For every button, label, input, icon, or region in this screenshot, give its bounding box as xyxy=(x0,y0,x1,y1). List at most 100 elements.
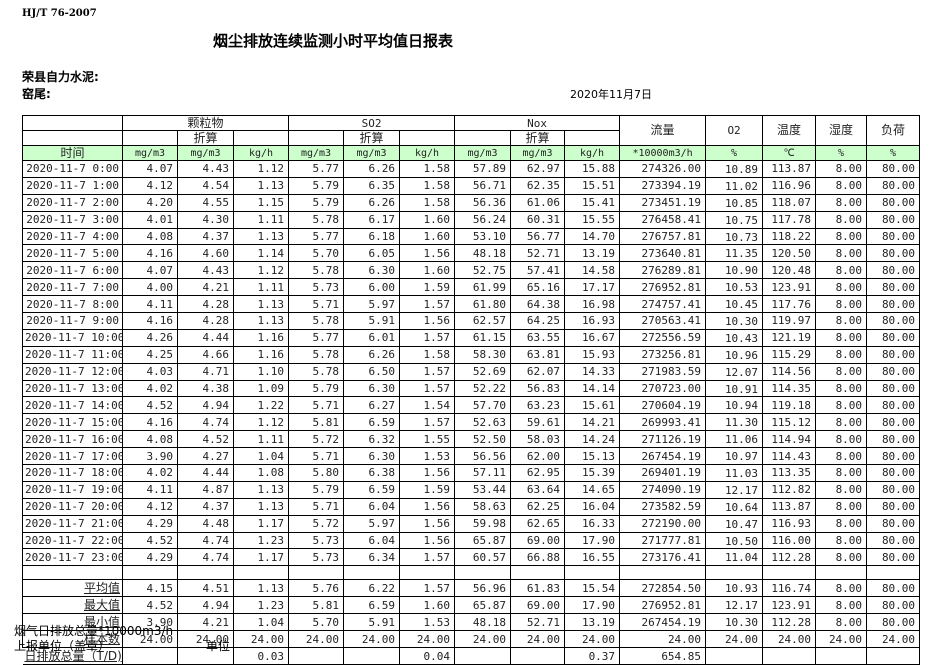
value-cell: 1.04 xyxy=(233,613,289,632)
value-cell: 11.35 xyxy=(705,244,764,263)
value-cell: 5.73 xyxy=(288,278,344,297)
blank-cell xyxy=(288,130,344,146)
blank-cell xyxy=(815,565,868,581)
value-cell: 53.44 xyxy=(454,480,512,499)
blank-cell xyxy=(122,565,178,581)
value-cell: 270563.41 xyxy=(619,312,707,330)
value-cell: 270723.00 xyxy=(619,379,707,398)
value-cell: 272854.50 xyxy=(619,579,707,598)
value-cell: 5.78 xyxy=(288,312,344,330)
value-cell: 62.65 xyxy=(510,514,566,533)
value-cell: 61.99 xyxy=(454,278,512,297)
value-cell xyxy=(866,647,921,665)
table-row: 2020-11-7 21:00 4.29 4.48 1.17 5.72 5.97 1.56 5… xyxy=(22,514,921,533)
value-cell: 123.91 xyxy=(762,278,817,297)
table-row: 2020-11-7 19:00 4.11 4.87 1.13 5.79 6.59 1.59 5… xyxy=(22,480,921,499)
value-cell: 5.80 xyxy=(288,464,344,482)
value-cell: 15.13 xyxy=(564,447,621,466)
value-cell: 10.30 xyxy=(705,312,764,330)
value-cell: 8.00 xyxy=(815,413,868,432)
value-cell: 52.71 xyxy=(510,613,566,632)
value-cell: 4.26 xyxy=(122,328,178,347)
value-cell: 62.57 xyxy=(454,312,512,330)
value-cell: 5.78 xyxy=(288,345,344,364)
value-cell: 4.94 xyxy=(177,396,234,415)
value-cell: 10.97 xyxy=(705,447,764,466)
value-cell: 62.35 xyxy=(510,176,566,195)
blank-cell xyxy=(510,565,566,581)
value-cell: 80.00 xyxy=(866,328,921,347)
value-cell: 1.58 xyxy=(398,193,456,212)
value-cell: 272556.59 xyxy=(619,328,707,347)
value-cell: 56.36 xyxy=(454,193,512,212)
value-cell: 80.00 xyxy=(866,514,921,533)
value-cell: 62.00 xyxy=(510,447,566,466)
value-cell: 14.70 xyxy=(564,227,621,246)
value-cell: 80.00 xyxy=(866,531,921,550)
value-cell: 5.79 xyxy=(288,379,344,398)
value-cell: 62.95 xyxy=(510,464,566,482)
value-cell: 5.91 xyxy=(343,312,400,330)
value-cell: 4.52 xyxy=(122,531,178,550)
summary-row: 日排放总量（T/D) 0.03 0.04 0.37 654.85 xyxy=(22,647,921,665)
value-cell: 115.29 xyxy=(762,345,817,364)
value-cell: 267454.19 xyxy=(619,447,707,466)
value-cell: 117.78 xyxy=(762,210,817,229)
value-cell: 24.00 xyxy=(454,630,512,649)
value-cell: 6.18 xyxy=(343,227,400,246)
value-cell: 24.00 xyxy=(122,630,178,649)
value-cell: 5.78 xyxy=(288,362,344,381)
value-cell: 16.04 xyxy=(564,497,621,516)
blank-cell xyxy=(233,565,289,581)
value-cell: 11.06 xyxy=(705,430,764,449)
value-cell: 114.94 xyxy=(762,430,817,449)
table-row: 2020-11-7 4:00 4.08 4.37 1.13 5.77 6.18 1.60 53… xyxy=(22,227,921,246)
value-cell: 5.79 xyxy=(288,480,344,499)
value-cell: 5.73 xyxy=(288,548,344,567)
value-cell: 273256.81 xyxy=(619,345,707,364)
value-cell: 5.81 xyxy=(288,596,344,615)
value-cell: 57.89 xyxy=(454,160,512,178)
value-cell: 24.00 xyxy=(510,630,566,649)
value-cell: 6.04 xyxy=(343,531,400,550)
value-cell: 116.93 xyxy=(762,514,817,533)
table-row: 2020-11-7 15:00 4.16 4.74 1.12 5.81 6.59 1.57 5… xyxy=(22,413,921,432)
value-cell: 1.12 xyxy=(233,413,289,432)
value-cell: 1.57 xyxy=(398,413,456,432)
value-cell: 52.75 xyxy=(454,261,512,280)
unit-cell: mg/m3 xyxy=(122,145,178,161)
value-cell: 10.30 xyxy=(705,613,764,632)
value-cell: 1.17 xyxy=(233,514,289,533)
unit-cell: kg/h xyxy=(233,145,289,161)
value-cell: 15.55 xyxy=(564,210,621,229)
value-cell: 11.03 xyxy=(705,464,764,482)
value-cell: 1.16 xyxy=(233,345,289,364)
value-cell: 16.98 xyxy=(564,295,621,314)
value-cell: 8.00 xyxy=(815,244,868,263)
group-load: 负荷 xyxy=(866,115,921,146)
value-cell: 273394.19 xyxy=(619,176,707,195)
value-cell xyxy=(288,647,344,665)
value-cell: 80.00 xyxy=(866,430,921,449)
value-cell: 5.91 xyxy=(343,613,400,632)
time-cell: 2020-11-7 20:00 xyxy=(22,497,123,516)
flue-gas-total-label: 烟气日排放总量*10000m3/h xyxy=(14,624,174,638)
value-cell: 4.43 xyxy=(177,261,234,280)
value-cell: 52.22 xyxy=(454,379,512,398)
value-cell: 4.11 xyxy=(122,480,178,499)
value-cell: 6.26 xyxy=(343,345,400,364)
value-cell: 1.59 xyxy=(398,278,456,297)
blank-cell xyxy=(762,565,817,581)
value-cell: 58.30 xyxy=(454,345,512,364)
value-cell: 4.28 xyxy=(177,312,234,330)
value-cell: 1.13 xyxy=(233,497,289,516)
value-cell: 10.53 xyxy=(705,278,764,297)
value-cell: 1.56 xyxy=(398,312,456,330)
value-cell: 267454.19 xyxy=(619,613,707,632)
value-cell: 60.57 xyxy=(454,548,512,567)
time-cell: 2020-11-7 14:00 xyxy=(22,396,123,415)
value-cell: 80.00 xyxy=(866,176,921,195)
value-cell: 1.11 xyxy=(233,210,289,229)
summary-label: 平均值 xyxy=(22,579,123,598)
value-cell: 5.81 xyxy=(288,413,344,432)
